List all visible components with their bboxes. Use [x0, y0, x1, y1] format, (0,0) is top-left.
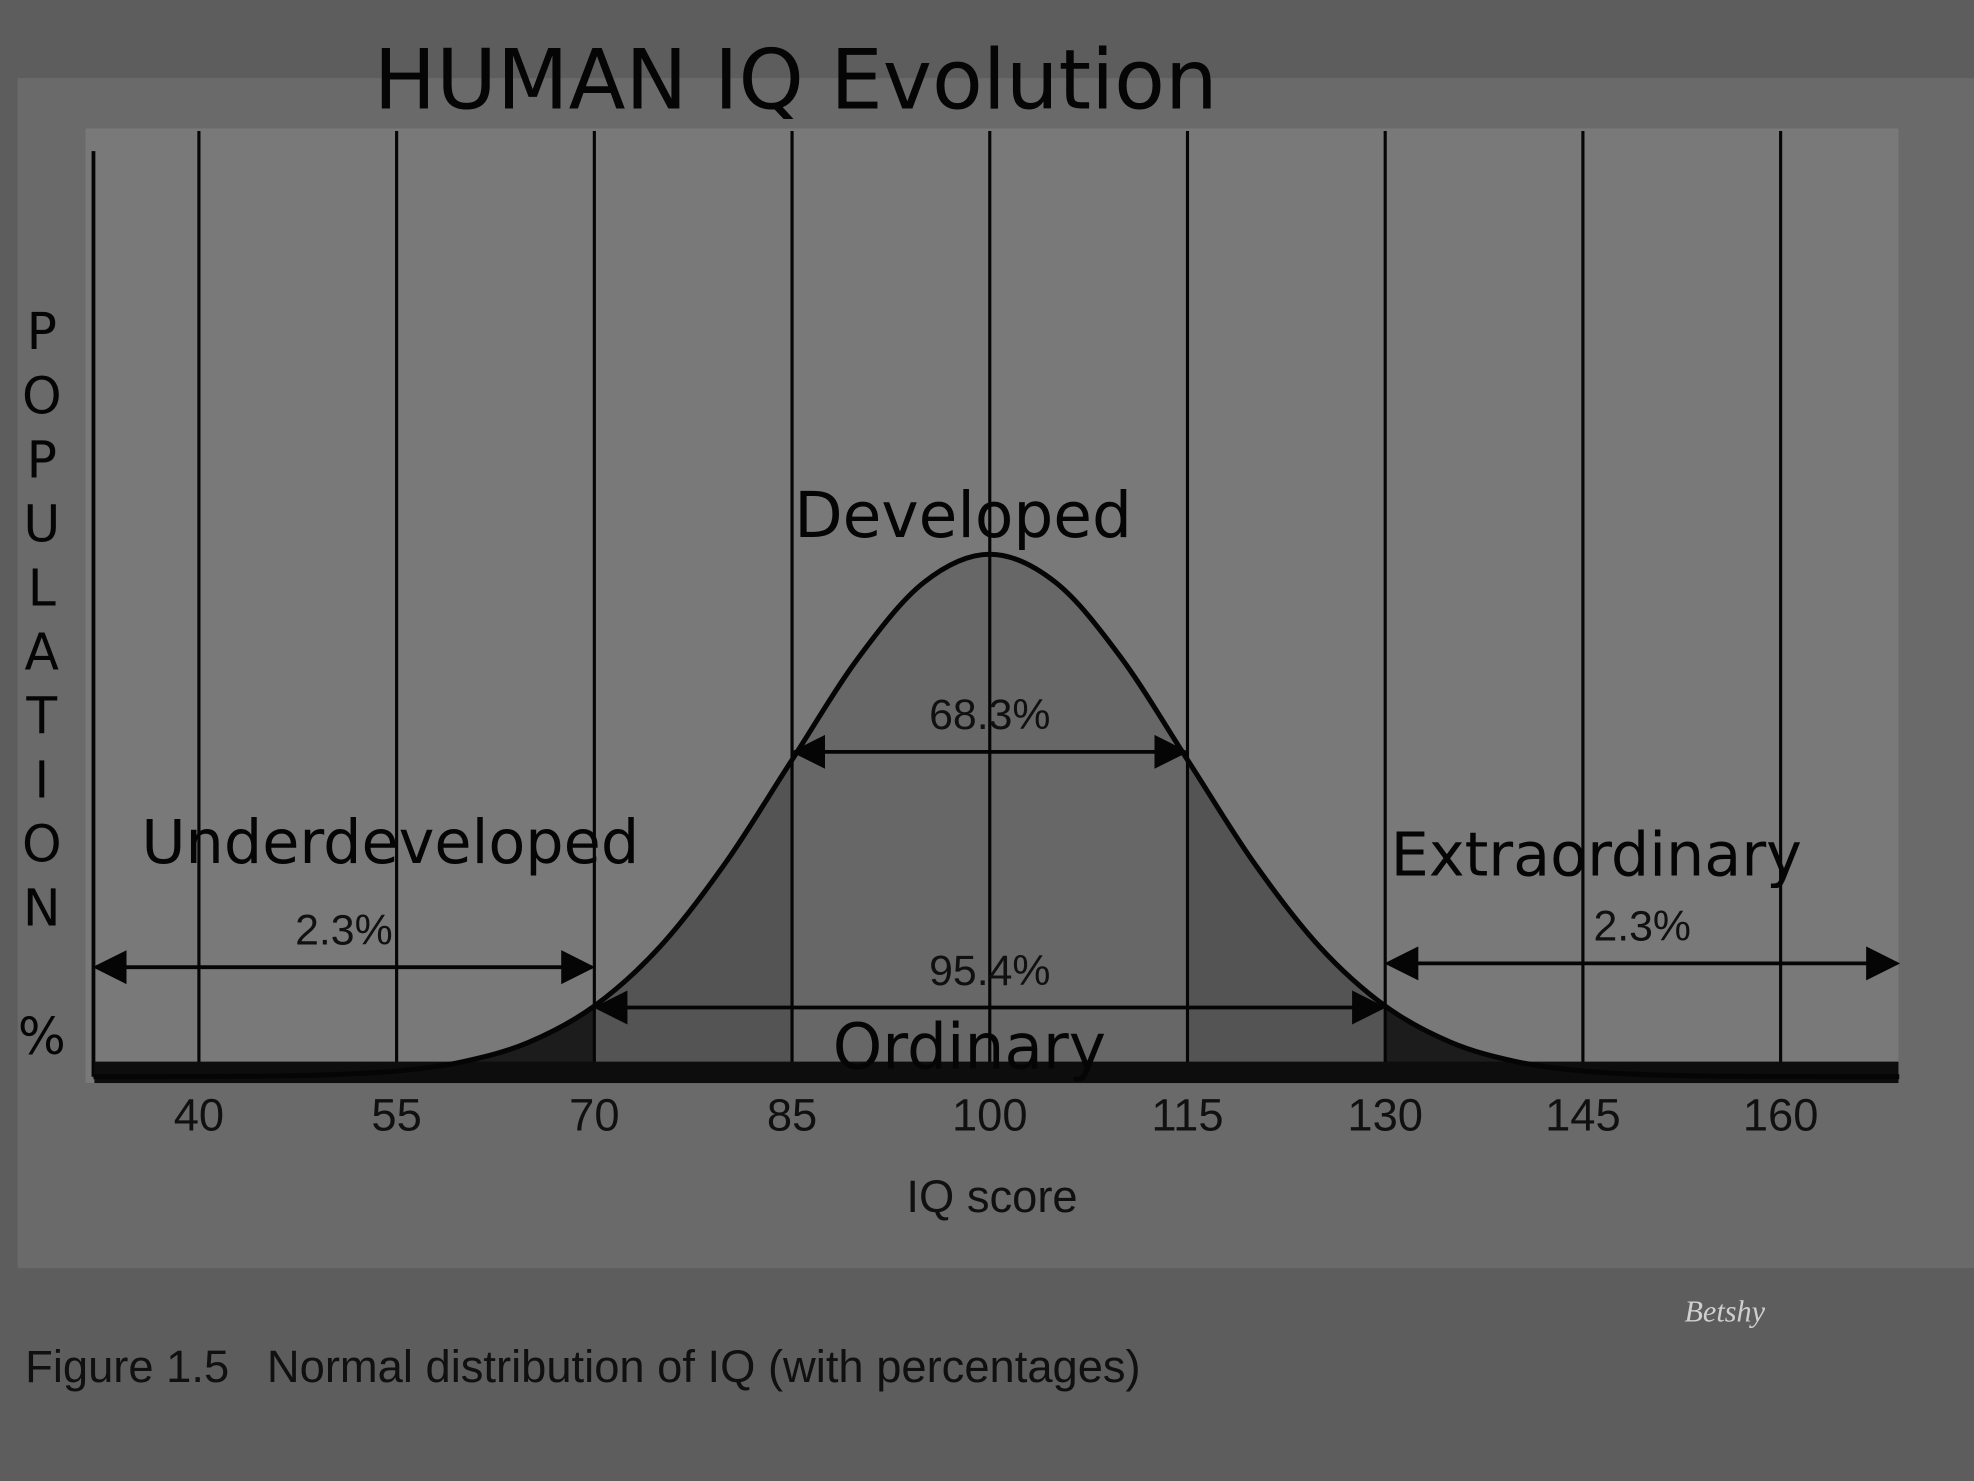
annotation: Extraordinary: [1391, 820, 1802, 890]
x-tick-label: 40: [174, 1089, 224, 1140]
chart-title: HUMAN IQ Evolution: [374, 32, 1218, 129]
annotations-layer: 40 55 70 85 100 115 130 145 160 68.3% 95.4% 2.3% 2.3…: [92, 691, 1901, 1140]
range-label: 68.3%: [929, 691, 1050, 739]
y-axis-label: POPULATION %: [12, 302, 71, 1071]
x-tick-label: 100: [952, 1089, 1028, 1140]
x-tick-label: 160: [1743, 1089, 1819, 1140]
annotation: Underdeveloped: [141, 808, 639, 878]
x-tick-label: 55: [371, 1089, 421, 1140]
x-tick-label: 130: [1347, 1089, 1423, 1140]
watermark: Betshy: [1684, 1295, 1765, 1329]
x-tick-label: 145: [1545, 1089, 1621, 1140]
curve: [93, 551, 1900, 1080]
x-tick-label: 70: [569, 1089, 619, 1140]
annotation: Developed: [794, 479, 1132, 552]
grid: [91, 130, 1783, 1077]
range-label: 2.3%: [1593, 903, 1691, 951]
range-label: 2.3%: [295, 906, 393, 954]
baseline-band: [94, 1061, 1899, 1084]
caption: Figure 1.5 Normal distribution of IQ (wi…: [25, 1341, 1140, 1392]
annotation: Ordinary: [833, 1011, 1106, 1084]
range-label: 95.4%: [929, 947, 1050, 995]
x-tick-label: 115: [1151, 1089, 1223, 1140]
x-axis-label: IQ score: [906, 1171, 1077, 1222]
curve-layer: [93, 551, 1900, 1080]
x-tick-label: 85: [767, 1089, 817, 1140]
